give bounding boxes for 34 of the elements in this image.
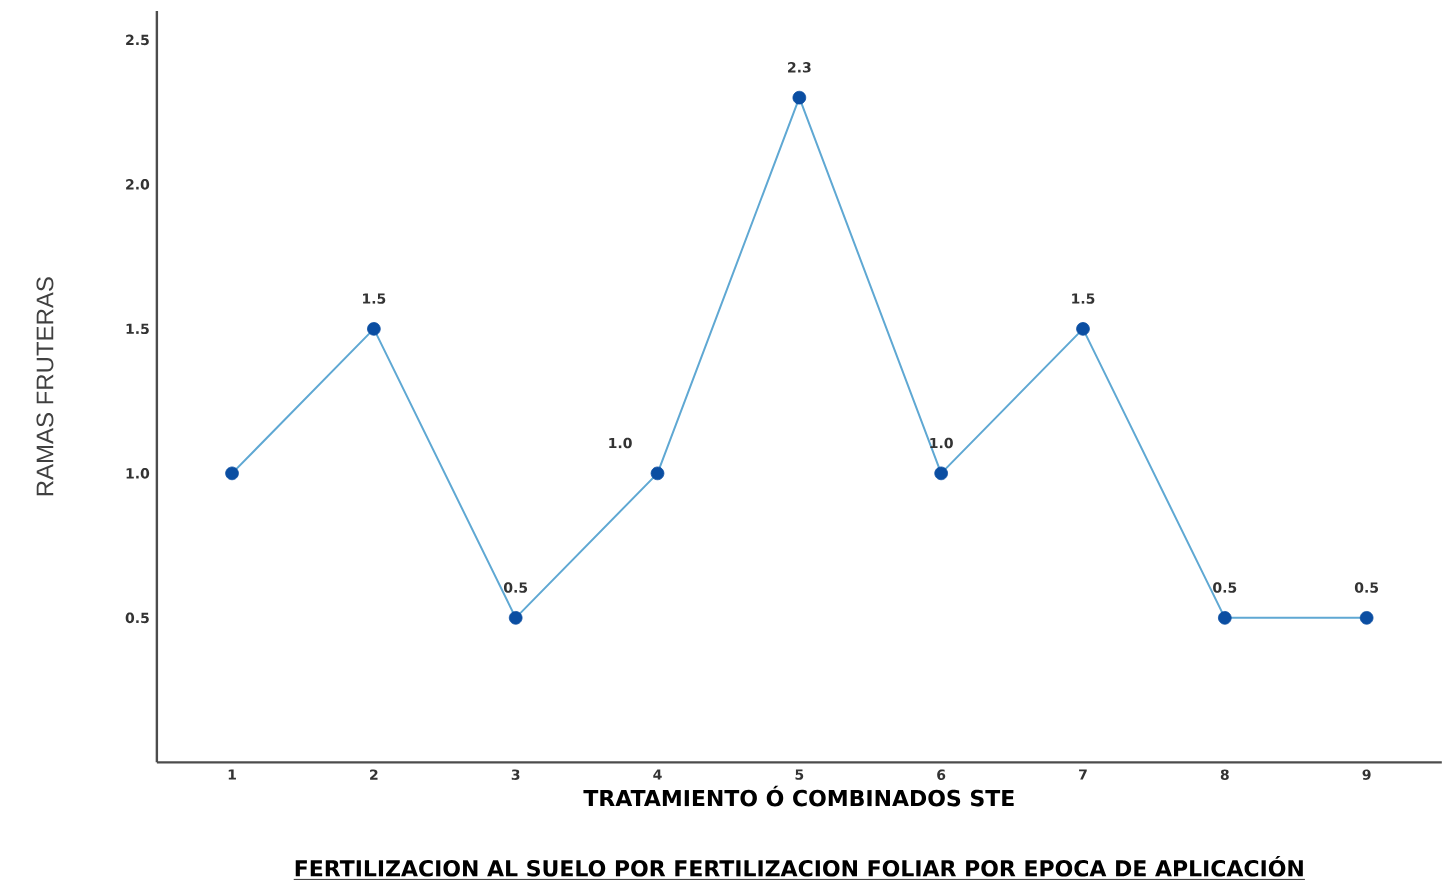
x-tick-label: 4: [653, 769, 662, 780]
point: [1218, 610, 1232, 625]
y-axis-title: RAMAS FRUTERAS: [36, 277, 54, 496]
point: [792, 90, 807, 105]
data-label: 1.0: [609, 437, 632, 449]
y-tick-label: 1.5: [126, 323, 149, 334]
data-label: 2.3: [788, 61, 811, 73]
data-label: 0.5: [503, 582, 528, 593]
data-label: 0.5: [1354, 582, 1379, 593]
x-tick-label: 7: [1079, 769, 1087, 780]
data-label: 0.5: [1213, 582, 1237, 593]
point: [1076, 321, 1090, 336]
x-tick-label: 5: [795, 769, 804, 780]
text: FERTILIZACION AL SUELO POR FERTILIZACION FOLIAR POR EPOCA DE APLICACIÓN: [295, 855, 1303, 877]
x-axis-title: TRATAMIENTO Ó COMBINADOS STE: [583, 785, 1014, 807]
x-tick-label: 9: [1362, 769, 1371, 780]
y-tick-label: 2.0: [126, 178, 150, 190]
x-tick-label: 1: [228, 769, 236, 780]
data-label: 1.5: [1072, 293, 1095, 304]
point: [1359, 610, 1374, 625]
y-tick-label: 2.5: [126, 34, 149, 46]
data-label: 1.0: [930, 437, 953, 449]
x-tick-label: 8: [1220, 769, 1229, 780]
point: [934, 466, 948, 481]
point: [508, 610, 523, 625]
data-label: 1.5: [363, 293, 386, 304]
x-tick-label: 3: [511, 769, 520, 780]
point: [225, 466, 239, 481]
y-tick-label: 1.0: [126, 467, 150, 479]
point: [367, 321, 381, 336]
x-tick-label: 6: [937, 769, 946, 780]
y-tick-label: 0.5: [125, 612, 149, 624]
point: [650, 466, 665, 481]
x-tick-label: 2: [370, 769, 378, 780]
